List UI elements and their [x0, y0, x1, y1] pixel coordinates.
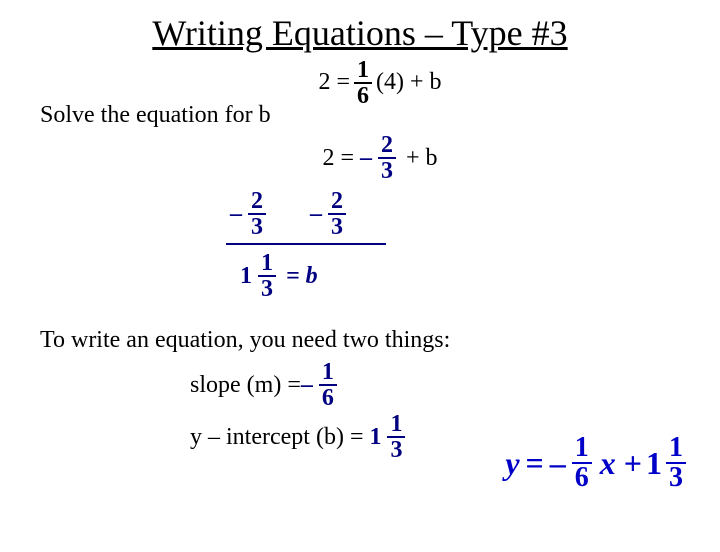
- instruction-solve: Solve the equation for b: [40, 100, 720, 131]
- final-plus: +: [624, 445, 642, 482]
- result-whole: 1: [240, 261, 252, 292]
- final-b-whole: 1: [646, 445, 662, 482]
- final-b-frac: 1 3: [666, 434, 686, 492]
- line1-rhs: (4) + b: [376, 67, 442, 98]
- final-x: x: [600, 445, 616, 482]
- result-frac: 1 3: [258, 251, 276, 301]
- final-m-num: 1: [572, 434, 592, 464]
- slope-line: slope (m) = – 1 6: [190, 360, 720, 410]
- final-neg: –: [550, 445, 566, 482]
- subtraction-line: [226, 243, 386, 245]
- intercept-mixed: 1 1 3: [369, 412, 409, 462]
- line1-den: 6: [354, 84, 372, 108]
- line2-rhs: + b: [406, 143, 438, 174]
- content-area: 2 = 1 6 (4) + b Solve the equation for b…: [0, 58, 720, 462]
- line2-neg: –: [360, 143, 372, 174]
- slope-label: slope (m) =: [190, 370, 301, 401]
- result-den: 3: [258, 277, 276, 301]
- instruction-two-things: To write an equation, you need two thing…: [40, 325, 720, 356]
- intercept-whole: 1: [369, 422, 381, 453]
- final-equation: y = – 1 6 x + 1 1 3: [505, 434, 690, 492]
- sub-left-frac: 2 3: [248, 189, 266, 239]
- line1-frac: 1 6: [354, 58, 372, 108]
- result-eq: = b: [286, 261, 318, 292]
- final-m-frac: 1 6: [572, 434, 592, 492]
- sub-right-num: 2: [328, 189, 346, 215]
- line1-num: 1: [354, 58, 372, 84]
- sub-right-neg: –: [310, 199, 322, 230]
- sub-left-den: 3: [248, 215, 266, 239]
- page-title: Writing Equations – Type #3: [0, 12, 720, 54]
- line1-lhs: 2 =: [318, 67, 350, 98]
- slope-den: 6: [319, 386, 337, 410]
- sub-right-frac: 2 3: [328, 189, 346, 239]
- sub-left-num: 2: [248, 189, 266, 215]
- slope-frac: 1 6: [319, 360, 337, 410]
- result-num: 1: [258, 251, 276, 277]
- result-mixed: 1 1 3: [240, 251, 280, 301]
- line2-den: 3: [378, 159, 396, 183]
- sub-left-neg: –: [230, 199, 242, 230]
- result-line: 1 1 3 = b: [240, 251, 720, 301]
- line2-num: 2: [378, 133, 396, 159]
- intercept-frac: 1 3: [387, 412, 405, 462]
- line2-lhs: 2 =: [322, 143, 354, 174]
- final-y: y: [505, 445, 519, 482]
- intercept-label: y – intercept (b) =: [190, 422, 363, 453]
- equation-line-2: 2 = – 2 3 + b: [200, 133, 560, 183]
- line2-frac: 2 3: [378, 133, 396, 183]
- slope-neg: –: [301, 370, 313, 401]
- intercept-num: 1: [387, 412, 405, 438]
- final-b-num: 1: [666, 434, 686, 464]
- subtraction-row: – 2 3 – 2 3: [230, 189, 720, 239]
- final-eq1: =: [526, 445, 544, 482]
- final-b-den: 3: [666, 464, 686, 492]
- intercept-den: 3: [387, 438, 405, 462]
- final-m-den: 6: [572, 464, 592, 492]
- sub-right-den: 3: [328, 215, 346, 239]
- slope-num: 1: [319, 360, 337, 386]
